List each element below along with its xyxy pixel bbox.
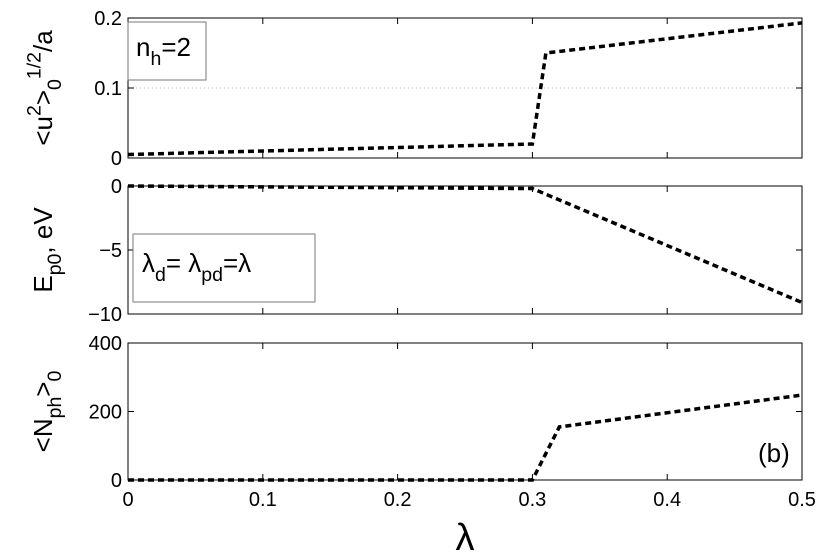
- annotation-part: =2: [161, 32, 191, 62]
- y-tick-label: −5: [99, 240, 122, 262]
- annotation: (b): [758, 438, 790, 468]
- y-axis-label: Ep0, eV: [28, 207, 66, 293]
- y-tick-label: −10: [88, 304, 122, 326]
- y-axis-label-part: p0: [44, 253, 66, 275]
- y-axis-label-part: 0: [44, 79, 66, 90]
- annotation-part: = λ: [166, 248, 201, 278]
- y-tick-label: 200: [89, 402, 122, 424]
- x-tick-label: 0.1: [249, 489, 277, 511]
- annotation: nh=2: [136, 32, 191, 70]
- y-tick-label: 0.2: [94, 8, 122, 30]
- y-axis-label-part: >: [28, 382, 58, 397]
- data-line: [127, 184, 803, 305]
- annotation-part: =λ: [223, 248, 251, 278]
- annotation-part: h: [150, 48, 161, 70]
- annotation: λd= λpd=λ: [142, 248, 251, 286]
- plot-frame: [127, 342, 803, 481]
- y-axis-label-part: <N: [28, 418, 58, 452]
- x-tick-label: 0.3: [518, 489, 546, 511]
- y-tick-label: 0.1: [94, 78, 122, 100]
- data-line: [127, 21, 803, 157]
- annotation-box: [127, 21, 207, 81]
- x-axis-label: λ: [456, 517, 475, 559]
- y-axis-label-part: <u: [28, 116, 58, 146]
- annotation-part: n: [136, 32, 150, 62]
- y-axis-label-part: ph: [44, 397, 66, 419]
- data-line: [128, 393, 803, 482]
- annotation-box: [132, 233, 316, 303]
- y-axis-label-part: E: [28, 275, 58, 292]
- x-tick-label: 0.4: [653, 489, 681, 511]
- y-tick-label: 400: [89, 333, 122, 355]
- x-tick-label: 0.5: [788, 489, 816, 511]
- x-tick-label: 0.2: [384, 489, 412, 511]
- y-axis-label: <Nph>0: [28, 371, 66, 453]
- y-axis-label-part: 2: [23, 105, 45, 116]
- y-tick-label: 0: [111, 176, 122, 198]
- y-axis-label-part: 1/2: [23, 52, 45, 79]
- annotation-part: d: [155, 264, 166, 286]
- annotation-part: pd: [201, 264, 223, 286]
- y-tick-label: 0: [111, 148, 122, 170]
- y-axis-label-part: /a: [28, 30, 58, 52]
- y-axis-label-part: 0: [44, 371, 66, 382]
- x-tick-label: 0: [122, 489, 133, 511]
- annotation-part: (b): [758, 438, 790, 468]
- y-tick-label: 0: [111, 470, 122, 492]
- y-axis-label-part: , eV: [28, 207, 58, 254]
- annotation-part: λ: [142, 248, 155, 278]
- y-axis-label-part: >: [28, 90, 58, 105]
- y-axis-label: <u2>01/2/a: [23, 30, 66, 146]
